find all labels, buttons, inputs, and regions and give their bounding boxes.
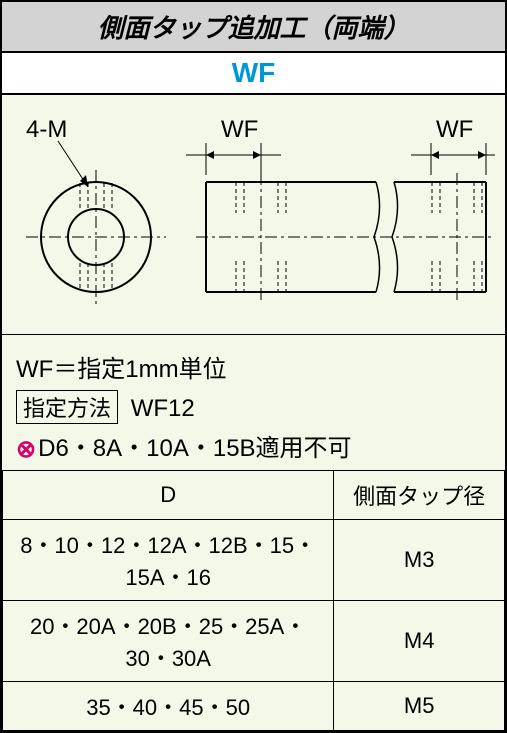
spec-label: 指定方法 <box>16 390 118 424</box>
cell-tap: M5 <box>334 682 505 731</box>
label-wf-left: WF <box>221 116 258 143</box>
table-row: 35・40・45・50 M5 <box>3 682 505 731</box>
spec-example: WF12 <box>131 395 195 422</box>
technical-diagram: 4-M <box>16 115 495 325</box>
table-row: 8・10・12・12A・12B・15・15A・16 M3 <box>3 520 505 601</box>
cell-d: 35・40・45・50 <box>3 682 334 731</box>
header-tap: 側面タップ径 <box>334 471 505 520</box>
diagram-area: 4-M <box>2 95 505 335</box>
restriction-line: ⊗D6・8A・10A・15B適用不可 <box>16 428 491 464</box>
front-view <box>26 170 166 305</box>
cell-d: 8・10・12・12A・12B・15・15A・16 <box>3 520 334 601</box>
table-header-row: D 側面タップ径 <box>3 471 505 520</box>
code-bar: WF <box>2 53 505 95</box>
cell-tap: M4 <box>334 601 505 682</box>
notes-area: WF＝指定1mm単位 指定方法 WF12 ⊗D6・8A・10A・15B適用不可 <box>2 335 505 470</box>
cell-tap: M3 <box>334 520 505 601</box>
restriction-text: D6・8A・10A・15B適用不可 <box>38 435 351 462</box>
cell-d: 20・20A・20B・25・25A・30・30A <box>3 601 334 682</box>
title-bar: 側面タップ追加工（両端） <box>2 2 505 53</box>
prohibit-icon: ⊗ <box>16 435 36 464</box>
spec-line: 指定方法 WF12 <box>16 390 491 424</box>
spec-table: D 側面タップ径 8・10・12・12A・12B・15・15A・16 M3 20… <box>2 470 505 731</box>
unit-note: WF＝指定1mm単位 <box>16 349 491 384</box>
side-view: WF WF <box>186 116 495 301</box>
header-d: D <box>3 471 334 520</box>
label-4m: 4-M <box>26 116 67 143</box>
code-text: WF <box>232 57 276 88</box>
spec-card: 側面タップ追加工（両端） WF 4-M <box>0 0 507 733</box>
label-wf-right: WF <box>436 116 473 143</box>
title-text: 側面タップ追加工（両端） <box>97 13 409 43</box>
table-row: 20・20A・20B・25・25A・30・30A M4 <box>3 601 505 682</box>
